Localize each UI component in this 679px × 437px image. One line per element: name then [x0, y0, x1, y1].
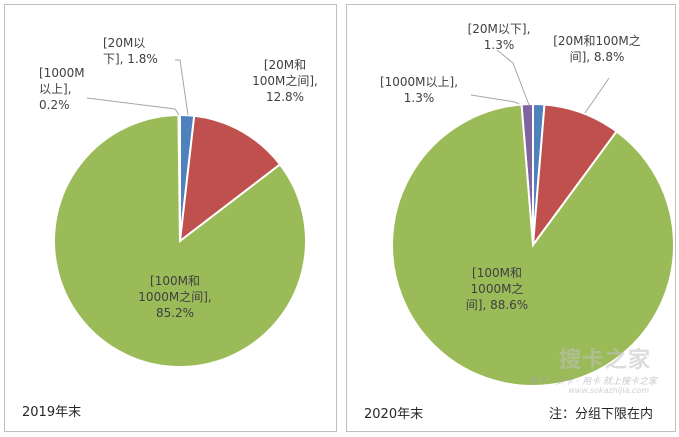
- leader-line-1000M以上: [470, 94, 520, 105]
- data-label-1000M以上: [1000M 以上], 0.2%: [39, 66, 85, 112]
- pie-chart-2019: [1000M 以上], 0.2% [20M以下], 1.8% [20M和 100M之间],…: [39, 36, 318, 368]
- leader-line-20M以下: [496, 49, 530, 106]
- chart-title-2020: 2020年末: [364, 407, 424, 422]
- data-label-20M以下: [20M以下], 1.3%: [468, 22, 531, 52]
- watermark-main-text: 搜卡之家: [558, 348, 651, 373]
- pie-slice-100M和1000M之间: [391, 103, 675, 387]
- pie-slice-20M和100M之间: [178, 114, 282, 244]
- watermark-url: www.sokazhijia.com: [568, 386, 649, 395]
- chart-panel-2020: [1000M以上], 1.3% [20M以下], 1.3% [20M和100M之间], …: [346, 4, 676, 432]
- data-label-20M和100M之间: [20M和100M之间], 8.8%: [553, 34, 641, 64]
- data-label-20M和100M之间: [20M和 100M之间], 12.8%: [252, 58, 318, 104]
- data-label-100M和1000M之间: [100M和 1000M之间], 88.6%: [466, 266, 528, 312]
- pie-slice-100M和1000M之间: [53, 113, 307, 368]
- chart-panel-2019: [1000M 以上], 0.2% [20M以下], 1.8% [20M和 100M之间],…: [4, 4, 337, 432]
- leader-line-20M以下: [175, 59, 189, 116]
- watermark-tagline: 看卡 · 买卡 · 用卡 就上搜卡之家: [528, 377, 657, 387]
- data-label-1000M以上: [1000M以上], 1.3%: [380, 75, 458, 105]
- leader-line-20M和100M之间: [584, 77, 610, 114]
- pie-chart-2020: [1000M以上], 1.3% [20M以下], 1.3% [20M和100M之间], …: [380, 22, 675, 387]
- footnote: 注：分组下限在内: [548, 407, 653, 422]
- leader-line-1000M以上: [86, 97, 180, 116]
- data-label-20M以下: [20M以下], 1.8%: [103, 36, 158, 66]
- data-label-100M和1000M之间: [100M和 1000M之间], 85.2%: [138, 274, 211, 320]
- chart-title-2019: 2019年末: [22, 405, 82, 420]
- watermark-logo: 搜卡之家 看卡 · 买卡 · 用卡 就上搜卡之家 www.sokazhijia.…: [511, 342, 661, 398]
